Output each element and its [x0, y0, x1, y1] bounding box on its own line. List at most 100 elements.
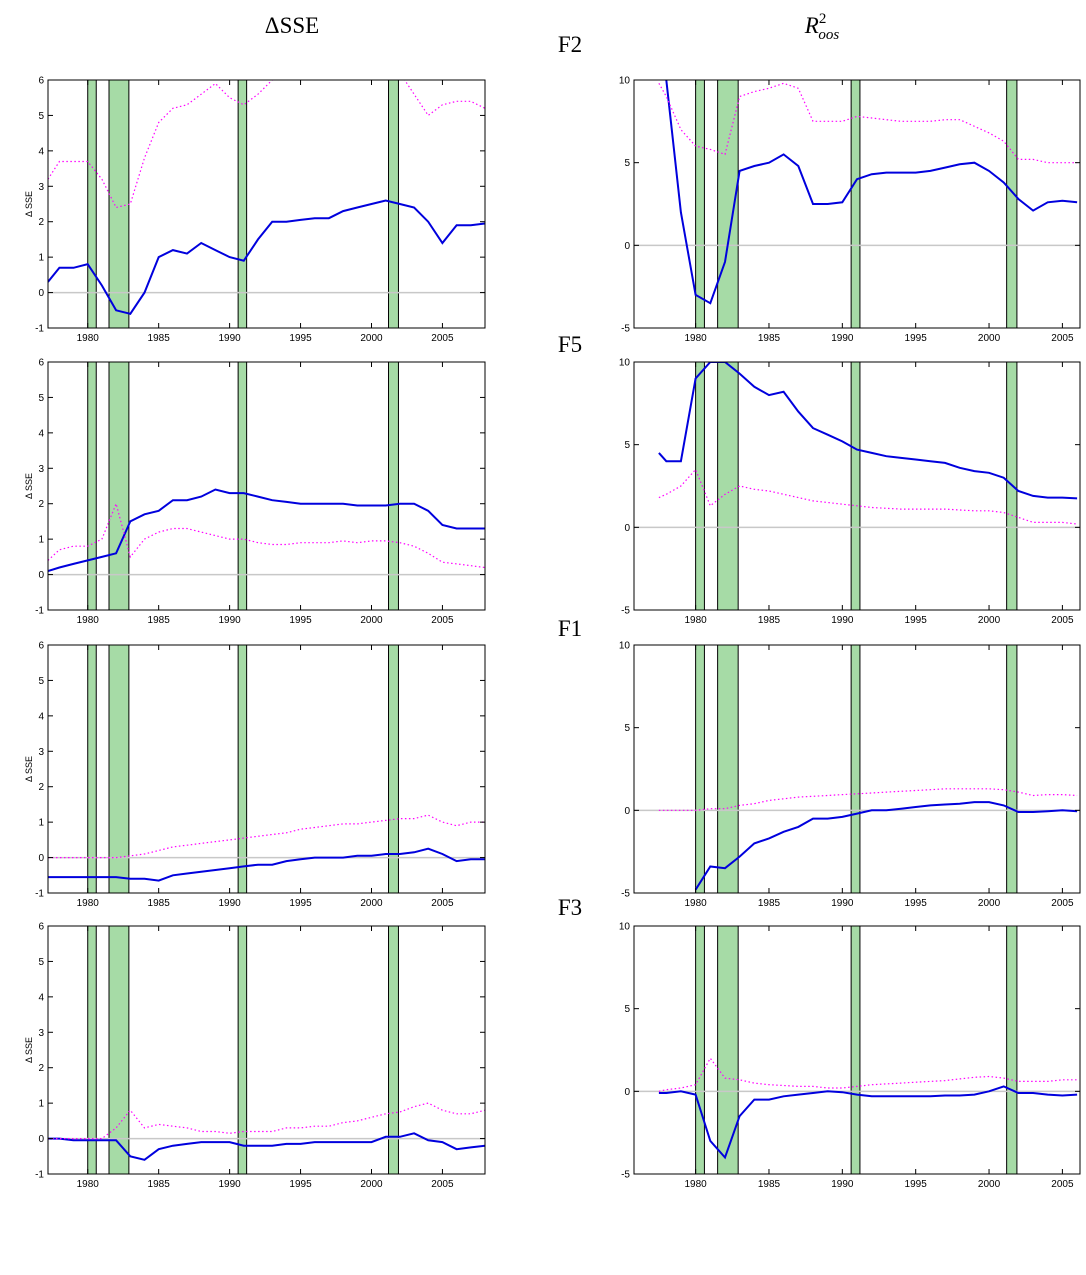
y-tick-label: 1 [38, 253, 44, 264]
y-axis-label: Δ SSE [24, 473, 34, 499]
recession-band [237, 80, 248, 328]
panel: 1980 1985 1990 1995 2000 2005 -1 0 1 2 3 4 5 6 Δ SSE [24, 641, 486, 909]
plot-area [48, 645, 485, 893]
x-tick-label: 2005 [1051, 333, 1074, 344]
y-tick-label: 5 [624, 723, 630, 734]
y-tick-label: 0 [624, 523, 630, 534]
y-tick-label: 10 [619, 358, 631, 369]
x-tick-label: 1985 [758, 1179, 781, 1190]
y-tick-label: 10 [619, 641, 631, 652]
x-tick-label: 2005 [1051, 1179, 1074, 1190]
y-tick-label: 5 [38, 957, 44, 968]
y-tick-label: 2 [38, 217, 44, 228]
recession-band [87, 362, 97, 610]
y-tick-label: 6 [38, 922, 44, 933]
y-tick-label: 0 [624, 806, 630, 817]
recession-band [108, 80, 130, 328]
x-tick-label: 1990 [831, 615, 854, 626]
y-tick-label: 5 [624, 158, 630, 169]
panel: 1980 1985 1990 1995 2000 2005 -1 0 1 2 3 4 5 6 Δ SSE [24, 922, 486, 1190]
y-tick-label: 0 [624, 1087, 630, 1098]
x-tick-label: 1990 [831, 1179, 854, 1190]
recession-band [850, 362, 861, 610]
x-tick-label: 2000 [978, 615, 1001, 626]
y-tick-label: 4 [38, 146, 44, 157]
x-tick-label: 1995 [905, 1179, 928, 1190]
column-title: ΔSSE [265, 13, 319, 38]
y-tick-label: 5 [38, 111, 44, 122]
line-series [658, 1057, 1078, 1092]
x-tick-label: 1980 [77, 1179, 100, 1190]
x-tick-label: 1985 [148, 333, 171, 344]
axes-frame [633, 361, 1081, 611]
x-tick-label: 1985 [148, 615, 171, 626]
y-tick-label: 0 [38, 1134, 44, 1145]
y-tick-label: 4 [38, 428, 44, 439]
x-tick-label: 2000 [360, 615, 383, 626]
column-title-sub: oos [818, 27, 839, 43]
row-label: F5 [558, 332, 582, 357]
panel: 1980 1985 1990 1995 2000 2005 -5 0 5 10 [619, 641, 1081, 909]
recession-band [695, 362, 705, 610]
y-tick-label: -1 [35, 324, 44, 335]
y-tick-label: 0 [624, 241, 630, 252]
y-tick-label: 3 [38, 1028, 44, 1039]
recession-band [388, 645, 399, 893]
axes-frame [47, 361, 486, 611]
recession-band [388, 926, 399, 1174]
x-tick-label: 2005 [1051, 615, 1074, 626]
recession-band [850, 926, 861, 1174]
panel: 1980 1985 1990 1995 2000 2005 -5 0 5 10 [619, 358, 1081, 626]
x-tick-label: 1995 [289, 898, 312, 909]
axes-frame [47, 79, 486, 329]
x-tick-label: 1995 [289, 615, 312, 626]
y-tick-label: 0 [38, 288, 44, 299]
plot-area [634, 645, 1080, 893]
line-series [48, 199, 485, 315]
y-tick-label: 4 [38, 711, 44, 722]
x-tick-label: 1995 [905, 333, 928, 344]
recession-band [388, 362, 399, 610]
y-tick-label: 6 [38, 641, 44, 652]
x-tick-label: 1985 [148, 1179, 171, 1190]
y-tick-label: 5 [38, 393, 44, 404]
y-tick-label: 6 [38, 76, 44, 87]
recession-band [237, 362, 248, 610]
x-tick-label: 2005 [431, 1179, 454, 1190]
y-tick-label: 10 [619, 922, 631, 933]
x-tick-label: 1985 [148, 898, 171, 909]
row-label: F3 [558, 895, 582, 920]
x-tick-label: 2000 [360, 333, 383, 344]
y-tick-label: 2 [38, 499, 44, 510]
x-tick-label: 2005 [431, 898, 454, 909]
column-title: R2 oos [804, 11, 840, 43]
x-tick-label: 1990 [218, 333, 241, 344]
x-tick-label: 1980 [684, 1179, 707, 1190]
y-tick-label: 3 [38, 182, 44, 193]
y-tick-label: -5 [621, 606, 630, 617]
y-tick-label: 2 [38, 782, 44, 793]
y-tick-label: 2 [38, 1063, 44, 1074]
y-tick-label: -1 [35, 889, 44, 900]
recession-band [695, 926, 705, 1174]
line-series [48, 847, 485, 882]
y-tick-label: -5 [621, 889, 630, 900]
recession-band [108, 926, 130, 1174]
line-series [658, 82, 1078, 164]
plot-area [48, 926, 485, 1174]
x-tick-label: 1995 [289, 1179, 312, 1190]
y-tick-label: 0 [38, 853, 44, 864]
x-tick-label: 1980 [77, 333, 100, 344]
recession-band [237, 645, 248, 893]
y-tick-label: 5 [38, 676, 44, 687]
recession-band [850, 80, 861, 328]
panel: 1980 1985 1990 1995 2000 2005 -1 0 1 2 3 4 5 6 Δ SSE [24, 76, 486, 344]
y-axis-label: Δ SSE [24, 191, 34, 217]
x-tick-label: 2000 [360, 898, 383, 909]
recession-band [695, 80, 705, 328]
plot-area [48, 80, 485, 328]
axes-frame [633, 79, 1081, 329]
recession-band [108, 362, 130, 610]
x-tick-label: 1980 [684, 898, 707, 909]
